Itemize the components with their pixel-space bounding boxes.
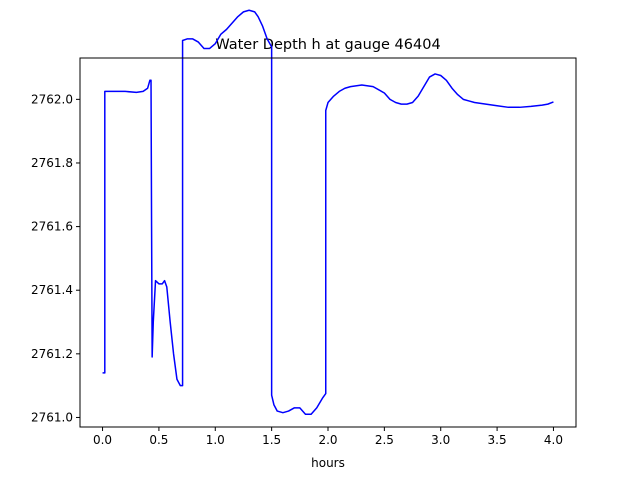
x-tick-label: 2.0 — [318, 433, 337, 447]
x-tick-label: 1.5 — [262, 433, 281, 447]
x-axis-label: hours — [311, 456, 345, 470]
chart-title: Water Depth h at gauge 46404 — [215, 37, 440, 53]
x-tick-label: 0.5 — [149, 433, 168, 447]
x-tick-label: 0.0 — [93, 433, 112, 447]
x-tick-label: 3.5 — [488, 433, 507, 447]
y-tick-label: 2761.0 — [31, 410, 73, 424]
x-axis-ticks: 0.0 0.5 1.0 1.5 2.0 2.5 3.0 3.5 4.0 — [93, 427, 563, 447]
x-tick-label: 3.0 — [431, 433, 450, 447]
x-tick-label: 2.5 — [375, 433, 394, 447]
y-tick-label: 2761.4 — [31, 283, 73, 297]
series-line-0 — [102, 9, 554, 416]
x-tick-label: 4.0 — [544, 433, 563, 447]
x-tick-label: 1.0 — [206, 433, 225, 447]
y-axis-ticks: 2761.0 2761.2 2761.4 2761.6 2761.8 2762.0 — [31, 92, 80, 424]
y-tick-label: 2761.2 — [31, 347, 73, 361]
y-tick-label: 2761.6 — [31, 220, 73, 234]
y-tick-label: 2761.8 — [31, 156, 73, 170]
y-tick-label: 2762.0 — [31, 92, 73, 106]
